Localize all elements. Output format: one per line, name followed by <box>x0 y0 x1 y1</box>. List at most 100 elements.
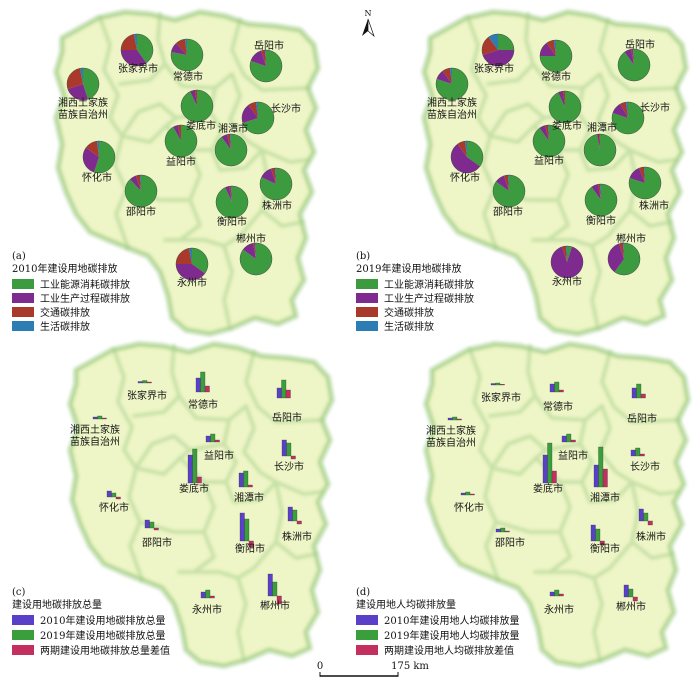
bar-group-yongzhou <box>549 589 564 597</box>
legend-swatch-difference <box>356 645 378 655</box>
legend-label-industrial-process: 工业生产过程碳排放 <box>40 292 130 305</box>
bar-huaihua-difference <box>115 496 121 500</box>
pie-chenzhou <box>239 242 273 276</box>
pie-slice-yiyang-industrial-process <box>539 125 549 141</box>
pie-outline-zhuzhou <box>628 166 662 200</box>
bar-chenzhou-difference <box>276 595 282 605</box>
pie-zhangjiajie <box>120 33 154 67</box>
city-label-layer: 张家界市常德市岳阳市湘西土家族苗族自治州娄底市长沙市湘潭市益阳市怀化市株洲市邵阳… <box>58 38 670 616</box>
legend-swatch-household <box>356 321 378 331</box>
legend-swatch-2019 <box>12 630 34 640</box>
pie-slice-hengyang-industrial-energy <box>585 183 618 216</box>
city-label-hengyang: 衡阳市 <box>586 214 616 227</box>
pie-slice-yongzhou-industrial-energy <box>192 248 208 274</box>
city-label-yongzhou: 永州市 <box>192 603 222 616</box>
pie-yueyang <box>617 48 651 82</box>
city-label-yueyang: 岳阳市 <box>627 412 657 425</box>
bar-zhuzhou-difference <box>296 520 302 525</box>
city-label-chenzhou: 郴州市 <box>236 232 266 245</box>
bar-chenzhou-2019 <box>272 581 278 597</box>
pie-slice-yiyang-industrial-process <box>173 125 181 141</box>
legend-label-2010: 2010年建设用地碳排放总量 <box>40 614 165 627</box>
pie-slice-chenzhou-industrial-process <box>243 243 256 259</box>
pie-zhuzhou <box>259 167 293 201</box>
pie-slice-yongzhou-household <box>189 248 192 264</box>
bar-hengyang-difference <box>599 540 605 546</box>
pie-outline-shaoyang <box>124 174 158 208</box>
pie-xiangxi <box>435 67 469 101</box>
bar-changsha-2010 <box>630 449 636 457</box>
city-label-hengyang: 衡阳市 <box>590 542 620 555</box>
pie-slice-chenzhou-industrial-process <box>608 243 624 272</box>
city-label-zhangjiajie: 张家界市 <box>127 389 167 402</box>
pie-slice-loudi-industrial-energy <box>180 90 213 122</box>
city-label-xiangxi-line-2: 苗族自治州 <box>426 436 476 449</box>
panel-tag: (b) <box>356 251 370 262</box>
city-label-huaihua: 怀化市 <box>99 501 129 514</box>
pie-outline-loudi <box>548 90 582 124</box>
legend-label-2019: 2019年建设用地碳排放总量 <box>40 629 165 642</box>
pie-outline-huaihua <box>450 140 484 174</box>
legend-title: 2019年建设用地碳排放 <box>356 262 461 275</box>
pie-slice-huaihua-transport <box>457 141 467 157</box>
pie-outline-hengyang <box>584 183 618 217</box>
pie-slice-yiyang-industrial-energy <box>164 125 197 157</box>
bar-zhangjiajie-2010 <box>490 383 496 386</box>
bar-chenzhou-2010 <box>267 573 273 597</box>
bar-hengyang-difference <box>248 540 254 548</box>
legend-label-difference: 两期建设用地人均碳排放差值 <box>384 644 514 657</box>
north-arrow-icon: N <box>362 9 375 38</box>
pie-slice-changde-transport <box>176 39 187 55</box>
pie-slice-zhuzhou-household <box>275 167 276 184</box>
pie-slice-xiangxi-household <box>80 67 83 84</box>
city-label-zhuzhou: 株洲市 <box>282 530 312 543</box>
bar-shaoyang-difference <box>153 527 159 531</box>
legend-label-industrial-energy: 工业能源消耗碳排放 <box>384 278 474 291</box>
scale-bar-end-label: 175 km <box>391 661 429 672</box>
bar-shaoyang-2019 <box>500 527 506 533</box>
bar-yiyang-difference <box>214 439 220 443</box>
bar-group-loudi <box>187 448 202 484</box>
city-label-zhuzhou: 株洲市 <box>262 199 292 212</box>
legend-label-transport: 交通碳排放 <box>40 306 90 319</box>
pie-outline-yiyang <box>532 124 566 158</box>
pie-slice-huaihua-household <box>464 141 467 157</box>
city-label-zhuzhou: 株洲市 <box>639 199 669 212</box>
pie-slice-zhangjiajie-industrial-energy <box>498 34 514 50</box>
pie-outline-xiangxi <box>435 67 469 101</box>
legend-label-2010: 2010年建设用地人均碳排放量 <box>384 614 519 627</box>
city-label-xiangtan: 湘潭市 <box>234 491 264 504</box>
legend-swatch-industrial-process <box>12 293 34 303</box>
bar-zhuzhou-2010 <box>638 508 644 522</box>
bar-xiangxi-2010 <box>92 416 98 420</box>
pie-outline-changde <box>539 39 573 73</box>
city-label-loudi: 娄底市 <box>552 119 582 132</box>
pie-slice-hengyang-household <box>600 183 601 200</box>
city-label-hengyang: 衡阳市 <box>235 542 265 555</box>
pie-changsha <box>241 101 275 135</box>
bar-chenzhou-difference <box>632 596 638 602</box>
pie-slice-zhangjiajie-industrial-process <box>482 50 514 67</box>
pie-slice-yongzhou-transport <box>175 248 192 264</box>
bar-group-changde <box>195 371 210 393</box>
pie-slice-changde-household <box>553 40 556 56</box>
bar-zhuzhou-2019 <box>643 512 649 522</box>
bar-xiangxi-difference <box>456 418 462 421</box>
bar-xiangtan-2019 <box>243 470 249 488</box>
pie-slice-yongzhou-household <box>566 245 567 262</box>
bar-layer-per-capita <box>447 381 653 602</box>
bar-zhangjiajie-difference <box>499 384 505 386</box>
city-label-yiyang: 益阳市 <box>204 449 234 462</box>
bar-yiyang-2019 <box>210 433 216 443</box>
pie-slice-zhangjiajie-household <box>134 33 137 50</box>
bar-loudi-difference <box>196 476 202 484</box>
pie-xiangxi <box>66 67 100 101</box>
scale-bar: 0 175 km <box>317 661 429 677</box>
city-label-loudi: 娄底市 <box>533 482 563 495</box>
city-label-shaoyang: 邵阳市 <box>495 536 525 549</box>
legend-swatch-household <box>12 321 34 331</box>
pie-zhangjiajie <box>481 33 515 67</box>
city-label-yiyang: 益阳市 <box>558 449 588 462</box>
